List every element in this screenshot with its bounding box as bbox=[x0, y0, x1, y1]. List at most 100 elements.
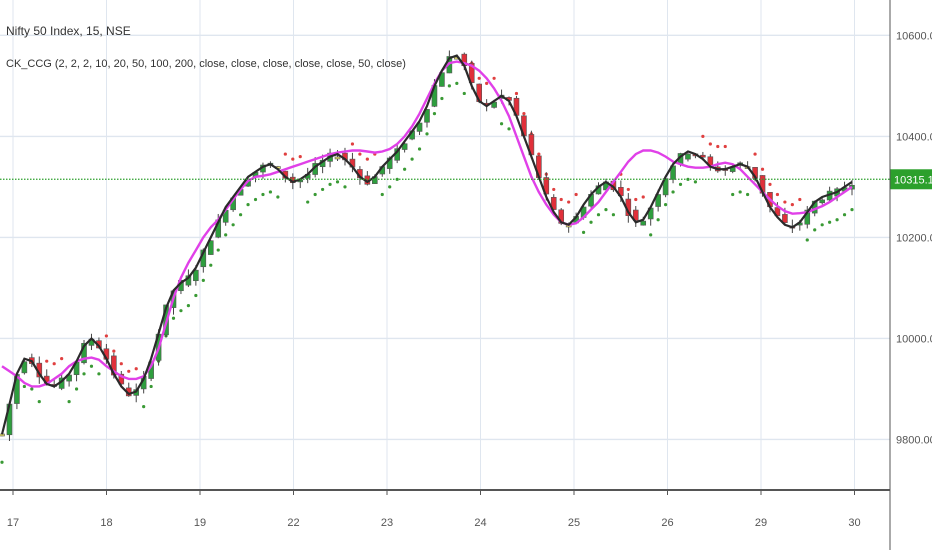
candle-body bbox=[685, 153, 691, 160]
x-tick-label: 24 bbox=[474, 517, 486, 529]
stop-dot-down bbox=[567, 200, 571, 204]
stop-dot-down bbox=[112, 349, 116, 353]
candle-body bbox=[468, 63, 475, 84]
stop-dot-up bbox=[37, 399, 41, 404]
stop-dot-down bbox=[641, 195, 645, 199]
stop-dot-up bbox=[224, 233, 228, 237]
stop-dot-up bbox=[0, 460, 4, 464]
x-tick-label: 18 bbox=[100, 517, 112, 529]
candle-body bbox=[424, 109, 430, 123]
stop-dot-up bbox=[268, 190, 273, 194]
stop-dot-up bbox=[253, 197, 258, 202]
stop-dot-down bbox=[574, 192, 578, 197]
moving-average-lines bbox=[0, 54, 853, 435]
stop-dot-up bbox=[410, 157, 414, 161]
stop-dot-up bbox=[663, 202, 668, 207]
x-tick-label: 30 bbox=[848, 517, 860, 529]
fast-moving-average-line bbox=[0, 54, 853, 435]
y-tick-label: 10200.00 bbox=[896, 232, 932, 244]
stop-dot-up bbox=[22, 384, 26, 389]
stop-dot-up bbox=[842, 213, 847, 217]
stop-dot-up bbox=[209, 263, 213, 267]
stop-dot-down bbox=[701, 134, 705, 138]
stop-dot-up bbox=[149, 384, 153, 389]
candle-body bbox=[207, 240, 214, 255]
candle-body bbox=[819, 199, 825, 204]
stop-dot-down bbox=[634, 197, 638, 202]
x-tick-label: 25 bbox=[568, 517, 580, 529]
stop-dot-down bbox=[626, 187, 630, 192]
stop-dot-down bbox=[291, 157, 295, 161]
x-tick-label: 17 bbox=[7, 517, 19, 529]
stop-dot-up bbox=[328, 182, 332, 186]
price-axis[interactable]: 10600.00 10400.00 10200.00 10000.00 9800.00 bbox=[889, 0, 932, 550]
stop-dot-up bbox=[417, 147, 422, 151]
stop-dot-down bbox=[358, 152, 362, 156]
stop-dot-down bbox=[559, 197, 563, 202]
stop-dot-up bbox=[89, 364, 94, 368]
stop-dot-up bbox=[678, 182, 683, 186]
stop-dot-up bbox=[447, 84, 451, 88]
stop-dot-up bbox=[649, 233, 653, 237]
stop-dot-up bbox=[216, 248, 220, 252]
stop-dot-up bbox=[850, 208, 854, 212]
stop-dot-up bbox=[343, 185, 347, 189]
stop-dot-up bbox=[581, 230, 586, 234]
stop-dot-down bbox=[485, 81, 489, 85]
stop-dot-down bbox=[783, 200, 787, 204]
stop-dot-up bbox=[335, 180, 340, 184]
stop-dot-up bbox=[432, 112, 437, 116]
x-tick-label: 29 bbox=[755, 517, 767, 529]
candle-body bbox=[401, 143, 408, 150]
candle-body bbox=[640, 220, 647, 226]
stop-dot-down bbox=[716, 144, 720, 149]
x-tick-label: 23 bbox=[381, 517, 393, 529]
stop-dot-up bbox=[828, 220, 832, 224]
stop-dot-down bbox=[45, 359, 49, 363]
stop-dot-up bbox=[835, 218, 839, 222]
stop-dot-down bbox=[753, 152, 757, 156]
y-tick-label: 10600.00 bbox=[896, 30, 932, 42]
stop-dot-down bbox=[723, 144, 727, 149]
stop-dot-up bbox=[321, 187, 325, 192]
stop-dot-up bbox=[656, 218, 660, 222]
stop-dot-up bbox=[693, 180, 698, 184]
stop-dot-down bbox=[52, 362, 56, 366]
indicator-label[interactable]: CK_CCG (2, 2, 2, 10, 20, 50, 100, 200, c… bbox=[6, 58, 406, 70]
stop-dot-up bbox=[179, 309, 183, 313]
stop-dot-down bbox=[60, 357, 64, 361]
stop-dot-down bbox=[134, 367, 138, 371]
stop-dot-up bbox=[455, 81, 459, 85]
stop-dot-up bbox=[306, 200, 310, 204]
stop-dot-up bbox=[261, 192, 265, 197]
candle-body bbox=[21, 361, 28, 374]
stop-dot-down bbox=[283, 152, 287, 156]
y-tick-label: 9800.00 bbox=[896, 434, 932, 446]
stop-dot-up bbox=[731, 192, 735, 197]
candle-body bbox=[334, 156, 341, 160]
candle-body bbox=[193, 269, 199, 282]
x-tick-label: 26 bbox=[661, 517, 673, 529]
stop-dot-up bbox=[201, 278, 205, 282]
stop-dot-down bbox=[119, 362, 123, 366]
stop-dot-up bbox=[388, 185, 392, 189]
symbol-title[interactable]: Nifty 50 Index, 15, NSE bbox=[6, 24, 131, 38]
stop-dot-up bbox=[82, 372, 86, 376]
stop-dot-up bbox=[380, 192, 384, 197]
stop-dot-up bbox=[805, 238, 809, 242]
time-axis[interactable]: 17 18 19 22 23 24 25 26 29 30 bbox=[0, 489, 890, 529]
stop-dot-up bbox=[238, 213, 243, 217]
stop-dot-up bbox=[507, 127, 511, 131]
last-price-tag bbox=[890, 169, 932, 190]
stop-dot-up bbox=[611, 213, 616, 217]
stop-dot-up bbox=[604, 208, 608, 212]
stop-dot-up bbox=[74, 387, 79, 391]
candle-body bbox=[550, 197, 557, 210]
stop-dot-up bbox=[671, 190, 675, 194]
stop-dot-down bbox=[775, 192, 780, 197]
stop-dot-down bbox=[127, 369, 131, 373]
stop-dot-down bbox=[760, 167, 765, 171]
stop-dot-up bbox=[820, 223, 824, 227]
stop-dot-up bbox=[440, 96, 444, 101]
